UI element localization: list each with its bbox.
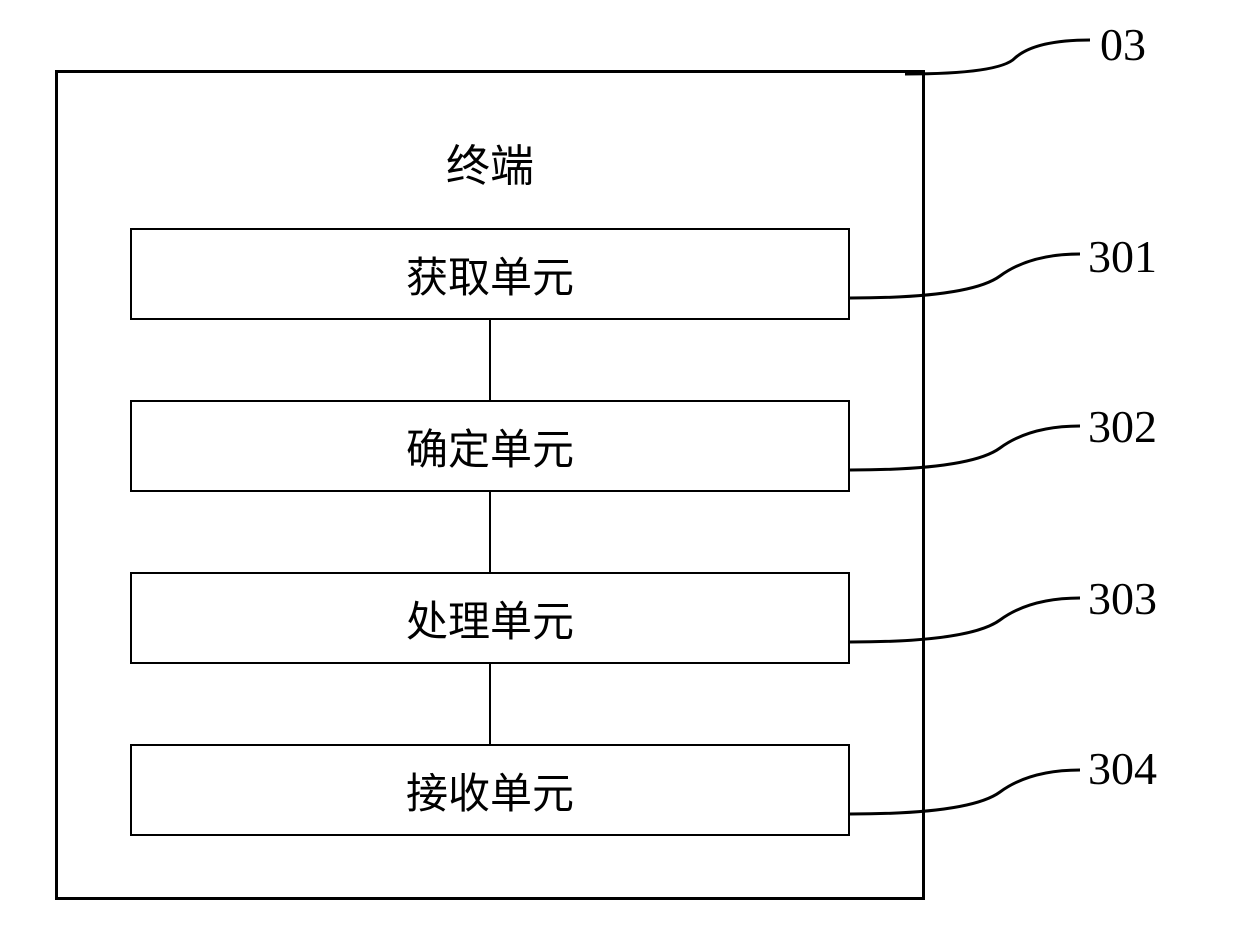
leader-303 bbox=[850, 598, 1080, 642]
leader-lines bbox=[0, 0, 1240, 935]
leader-304 bbox=[850, 770, 1080, 814]
leader-03 bbox=[905, 40, 1090, 74]
leader-302 bbox=[850, 426, 1080, 470]
leader-301 bbox=[850, 254, 1080, 298]
